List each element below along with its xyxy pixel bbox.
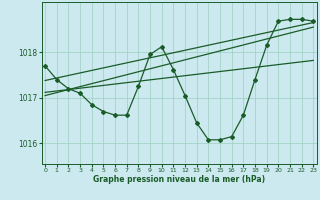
X-axis label: Graphe pression niveau de la mer (hPa): Graphe pression niveau de la mer (hPa) bbox=[93, 175, 265, 184]
